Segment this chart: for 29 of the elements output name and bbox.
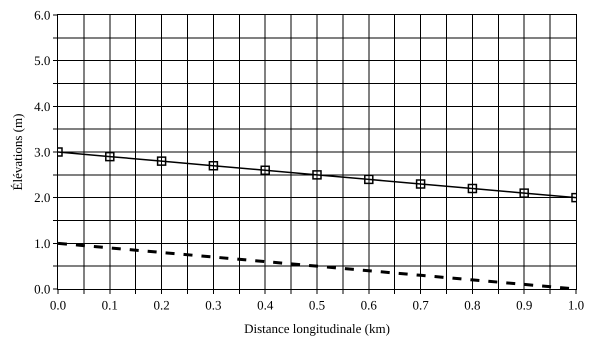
y-tick-label: 3.0 bbox=[34, 144, 50, 160]
x-tick-label: 0.4 bbox=[257, 298, 274, 313]
point bbox=[416, 179, 426, 189]
y-tick-label: 4.0 bbox=[34, 98, 50, 114]
y-tick-label: 0.0 bbox=[34, 282, 50, 297]
x-tick-label: 0.3 bbox=[205, 298, 222, 313]
x-tick-label: 1.0 bbox=[568, 298, 584, 313]
x-tick-label: 0.7 bbox=[412, 298, 430, 313]
y-tick-label: 5.0 bbox=[34, 53, 50, 68]
point bbox=[156, 156, 166, 166]
y-tick-label: 6.0 bbox=[34, 8, 50, 23]
x-tick-label: 0.1 bbox=[102, 298, 118, 313]
y-tick-label: 2.0 bbox=[34, 190, 50, 206]
y-tick-label: 1.0 bbox=[34, 236, 50, 251]
point bbox=[364, 174, 374, 184]
y-axis-title: Élévations (m) bbox=[10, 114, 26, 190]
point bbox=[312, 170, 322, 180]
x-tick-label: 0.0 bbox=[50, 298, 66, 313]
x-tick-label: 0.8 bbox=[464, 298, 481, 313]
point bbox=[519, 188, 529, 198]
x-tick-label: 0.6 bbox=[360, 298, 378, 313]
x-tick-label: 0.9 bbox=[516, 298, 532, 313]
point bbox=[208, 160, 218, 170]
x-tick-label: 0.2 bbox=[153, 298, 170, 313]
x-tick-label: 0.5 bbox=[308, 298, 326, 313]
point bbox=[105, 152, 115, 162]
point bbox=[260, 166, 270, 176]
x-axis-title: Distance longitudinale (km) bbox=[244, 321, 390, 336]
point bbox=[468, 184, 478, 194]
